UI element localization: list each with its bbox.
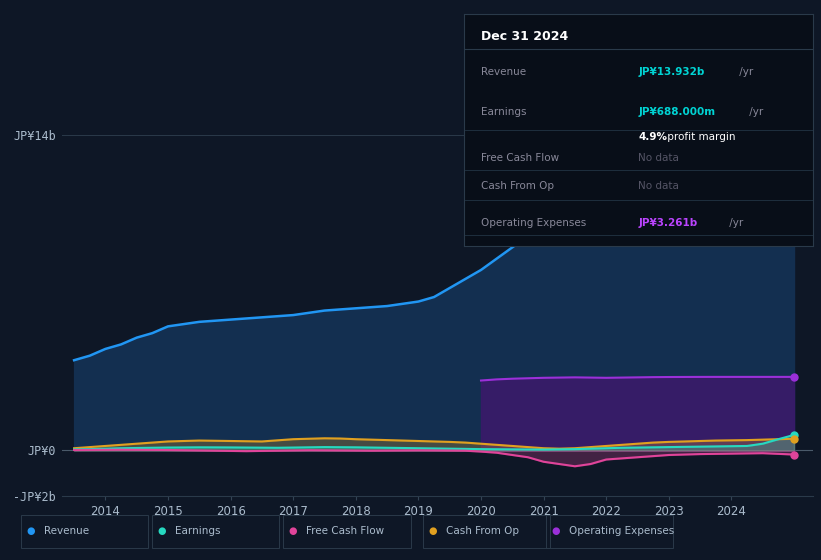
Text: ●: ● [289, 526, 297, 536]
Text: profit margin: profit margin [664, 132, 736, 142]
Text: /yr: /yr [745, 106, 763, 116]
Text: No data: No data [639, 181, 679, 191]
Text: JP¥3.261b: JP¥3.261b [639, 218, 698, 228]
Text: 4.9%: 4.9% [639, 132, 667, 142]
Text: Revenue: Revenue [44, 526, 89, 536]
Text: ●: ● [26, 526, 34, 536]
Text: JP¥688.000m: JP¥688.000m [639, 106, 715, 116]
Text: Cash From Op: Cash From Op [481, 181, 554, 191]
Text: Revenue: Revenue [481, 67, 526, 77]
Text: /yr: /yr [727, 218, 744, 228]
Text: Dec 31 2024: Dec 31 2024 [481, 30, 569, 43]
Text: ●: ● [158, 526, 166, 536]
Text: Operating Expenses: Operating Expenses [481, 218, 586, 228]
Text: ●: ● [429, 526, 437, 536]
Text: No data: No data [639, 153, 679, 163]
Text: Operating Expenses: Operating Expenses [569, 526, 674, 536]
Text: /yr: /yr [736, 67, 754, 77]
Text: JP¥13.932b: JP¥13.932b [639, 67, 704, 77]
Text: ●: ● [552, 526, 560, 536]
Text: Earnings: Earnings [175, 526, 220, 536]
Text: Cash From Op: Cash From Op [446, 526, 519, 536]
Text: Free Cash Flow: Free Cash Flow [306, 526, 384, 536]
Text: Earnings: Earnings [481, 106, 527, 116]
Text: Free Cash Flow: Free Cash Flow [481, 153, 559, 163]
